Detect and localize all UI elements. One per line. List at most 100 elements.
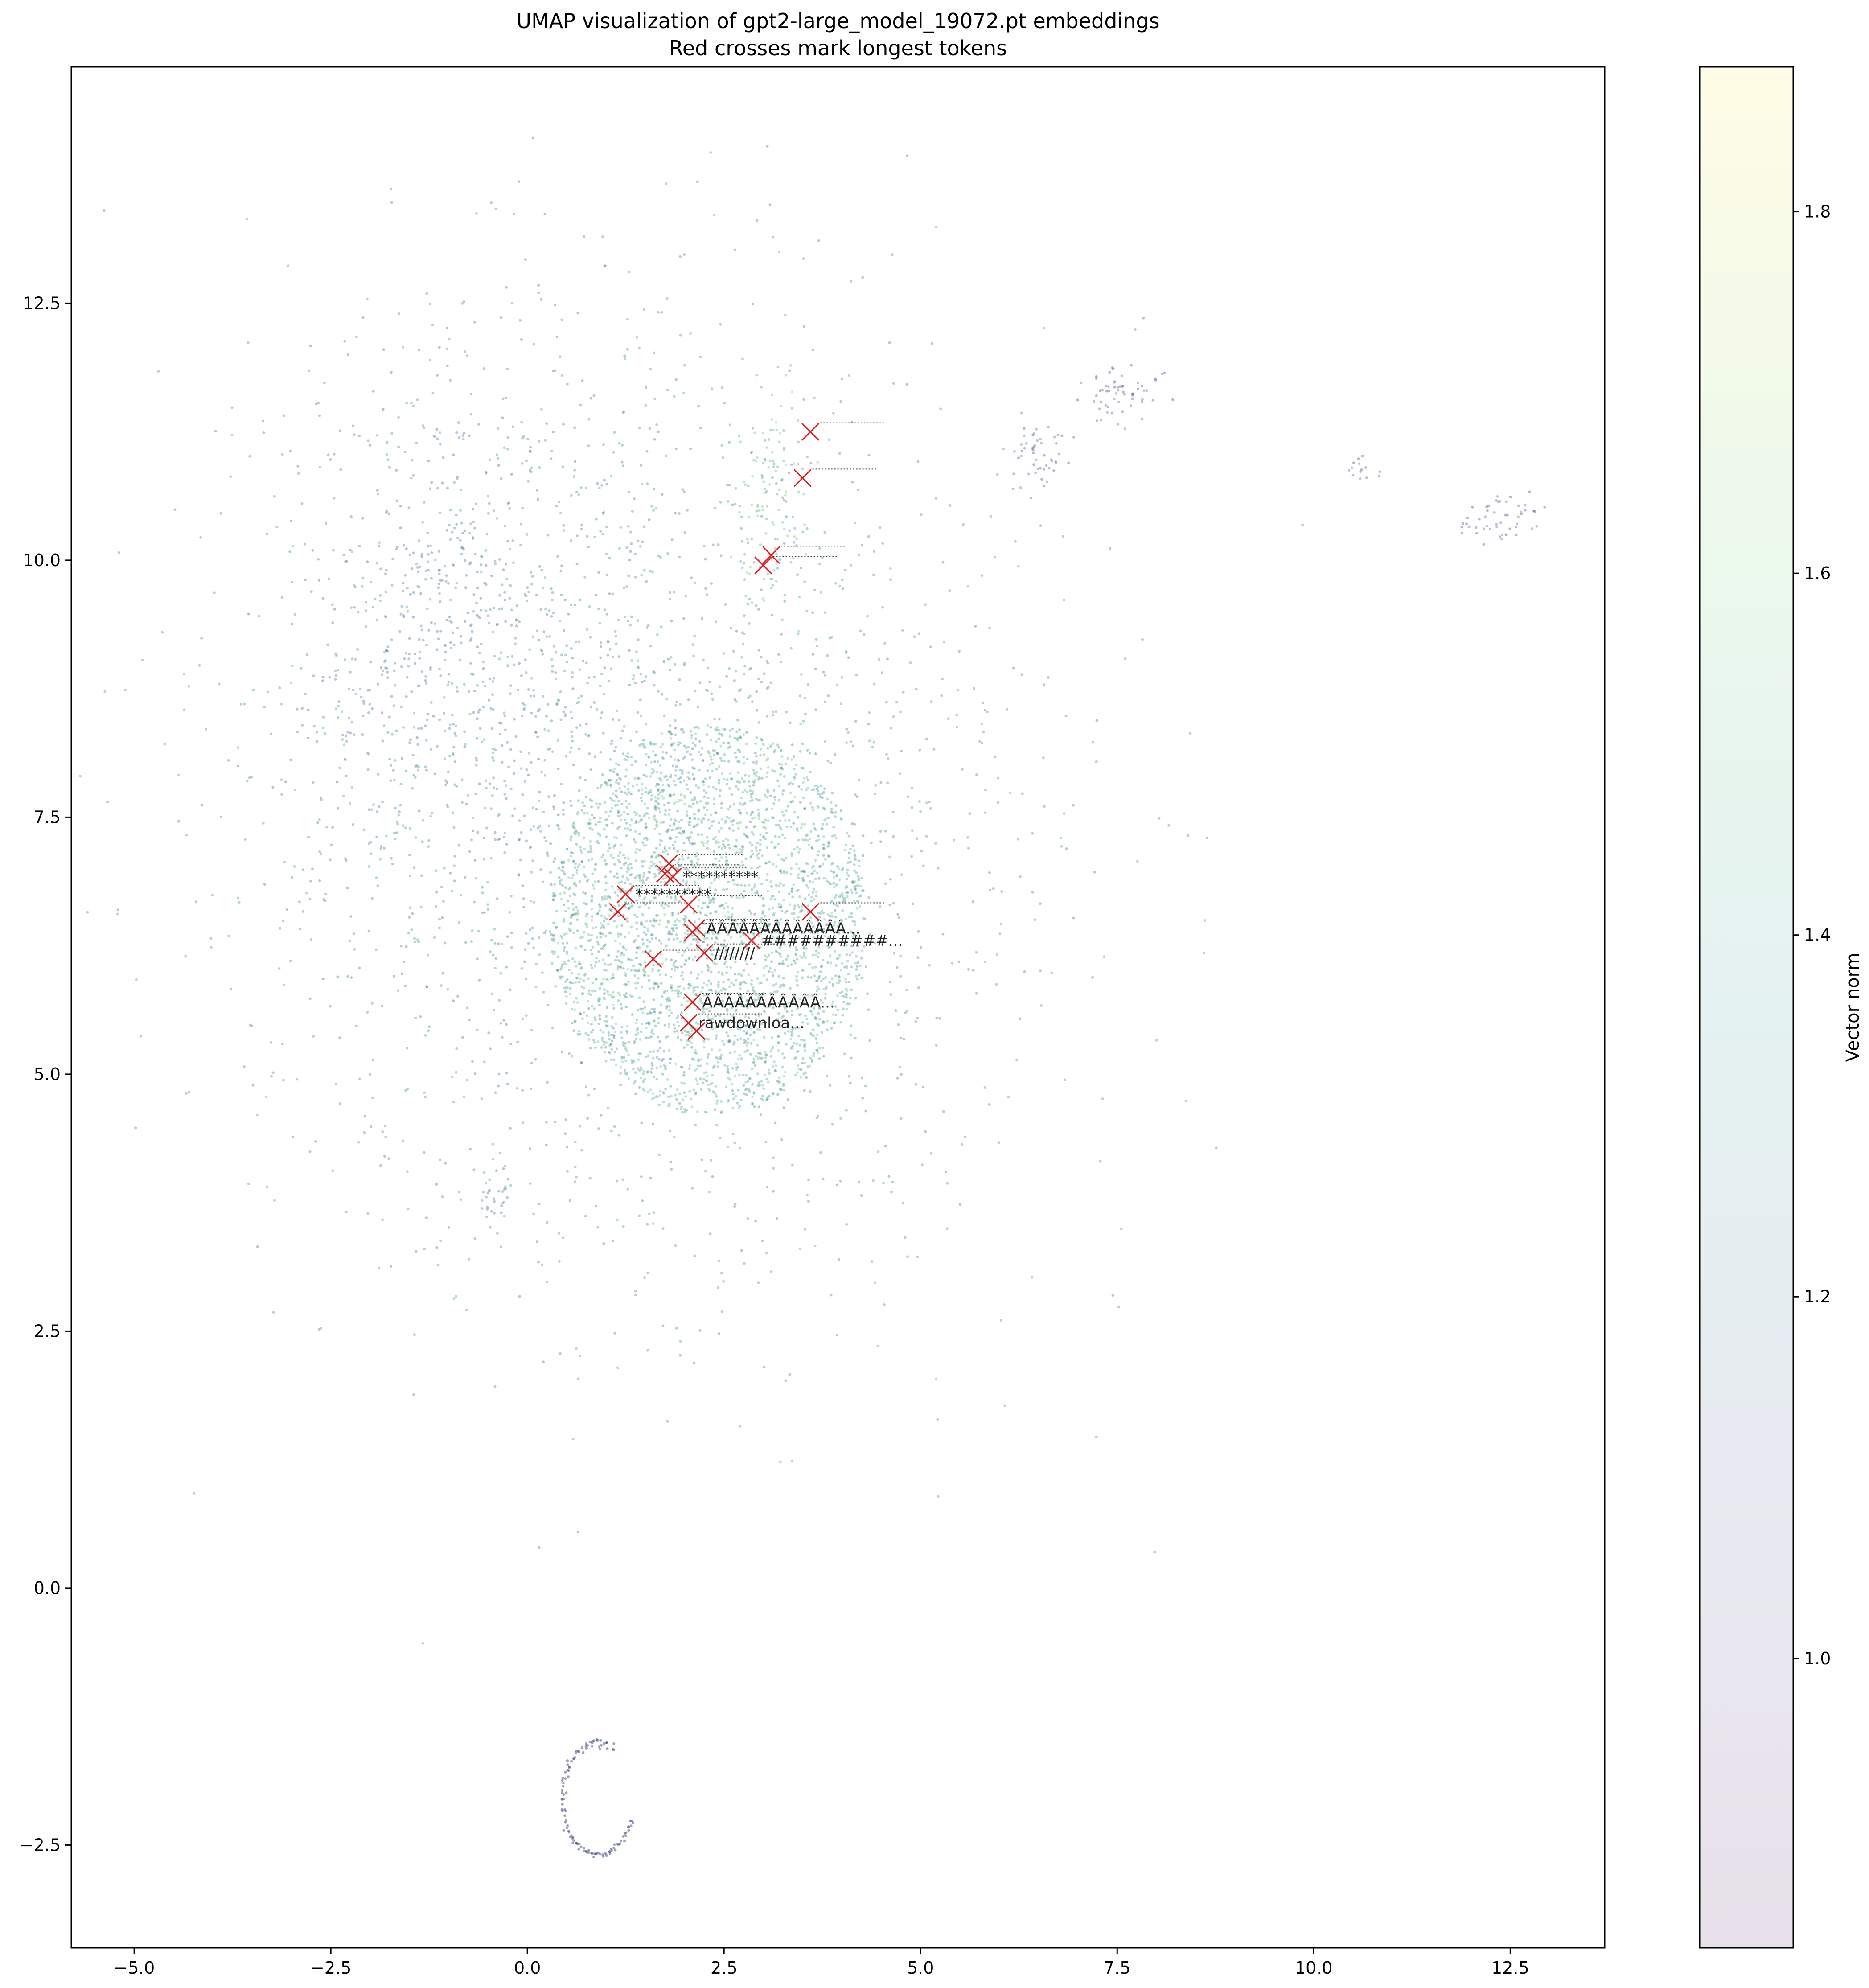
embedding-point <box>713 962 716 965</box>
embedding-point <box>782 983 785 986</box>
embedding-point <box>817 912 819 915</box>
embedding-point <box>712 850 715 853</box>
embedding-point <box>756 1072 759 1075</box>
embedding-point <box>841 894 844 897</box>
embedding-point <box>1187 834 1190 837</box>
embedding-point <box>608 1050 611 1053</box>
embedding-point <box>839 969 842 972</box>
embedding-point <box>670 932 673 936</box>
embedding-point <box>777 799 780 802</box>
embedding-point <box>321 727 325 730</box>
embedding-point <box>748 694 752 698</box>
embedding-point <box>848 915 851 918</box>
embedding-point <box>766 757 769 760</box>
embedding-point <box>679 1340 682 1343</box>
embedding-point <box>668 793 671 796</box>
embedding-point <box>858 973 861 977</box>
embedding-point <box>577 913 580 916</box>
embedding-point <box>711 820 714 823</box>
embedding-point <box>684 1029 687 1032</box>
embedding-point <box>741 357 744 361</box>
embedding-point <box>700 876 703 879</box>
embedding-point <box>955 714 958 717</box>
embedding-point <box>798 911 801 914</box>
embedding-point <box>773 898 776 901</box>
embedding-point <box>826 913 830 916</box>
embedding-point <box>525 839 528 842</box>
embedding-point <box>675 1098 678 1101</box>
embedding-point <box>589 840 592 843</box>
embedding-point <box>730 793 733 796</box>
embedding-point <box>574 866 577 869</box>
embedding-point <box>1039 438 1042 441</box>
embedding-point <box>416 585 419 588</box>
embedding-point <box>776 1049 780 1052</box>
embedding-point <box>608 908 612 911</box>
embedding-point <box>707 906 711 909</box>
embedding-point <box>605 818 608 821</box>
embedding-point <box>756 1052 760 1055</box>
embedding-point <box>813 898 816 901</box>
embedding-point <box>555 926 558 929</box>
embedding-point <box>545 715 548 718</box>
embedding-point <box>641 1007 644 1010</box>
embedding-point <box>838 981 840 984</box>
embedding-point <box>776 990 779 993</box>
embedding-point <box>587 735 590 738</box>
embedding-point <box>809 802 812 805</box>
embedding-point <box>546 1081 549 1084</box>
embedding-point <box>535 1240 538 1243</box>
embedding-point <box>529 694 532 698</box>
embedding-point <box>713 898 716 901</box>
embedding-point <box>1033 918 1036 921</box>
embedding-point <box>744 594 748 597</box>
embedding-point <box>769 967 772 970</box>
embedding-point <box>692 990 695 994</box>
embedding-point <box>583 931 586 934</box>
embedding-point <box>641 782 644 785</box>
embedding-point <box>614 630 617 633</box>
embedding-point <box>695 993 698 996</box>
embedding-point <box>480 741 483 744</box>
embedding-point <box>739 848 742 851</box>
embedding-point <box>701 780 704 783</box>
embedding-point <box>790 852 793 855</box>
embedding-point <box>707 997 711 1000</box>
embedding-point <box>918 748 921 752</box>
embedding-point <box>400 972 403 975</box>
embedding-point <box>775 1217 778 1220</box>
embedding-point <box>560 869 563 872</box>
embedding-point <box>645 580 648 583</box>
embedding-point <box>320 853 322 856</box>
embedding-point <box>916 956 920 959</box>
embedding-point <box>748 774 751 777</box>
embedding-point <box>424 765 427 768</box>
embedding-point <box>640 715 643 718</box>
embedding-point <box>739 883 743 887</box>
embedding-point <box>342 795 345 798</box>
embedding-point <box>677 991 680 994</box>
embedding-point <box>604 962 607 965</box>
embedding-point <box>580 1061 583 1064</box>
embedding-point <box>628 559 631 562</box>
embedding-point <box>694 732 697 735</box>
embedding-point <box>600 899 604 902</box>
embedding-point <box>604 1046 608 1049</box>
embedding-point <box>637 934 640 937</box>
embedding-point <box>772 936 775 939</box>
embedding-point <box>446 805 449 809</box>
embedding-point <box>697 809 700 812</box>
embedding-point <box>583 812 586 815</box>
embedding-point <box>503 780 506 783</box>
embedding-point <box>703 937 706 940</box>
embedding-point <box>836 925 839 928</box>
embedding-point <box>759 777 762 780</box>
embedding-point <box>337 716 340 719</box>
embedding-point <box>742 1073 745 1076</box>
embedding-point <box>726 1009 729 1012</box>
embedding-point <box>834 815 837 818</box>
embedding-point <box>861 1076 863 1080</box>
embedding-point <box>617 811 620 814</box>
embedding-point <box>778 1080 781 1084</box>
embedding-point <box>728 735 731 738</box>
